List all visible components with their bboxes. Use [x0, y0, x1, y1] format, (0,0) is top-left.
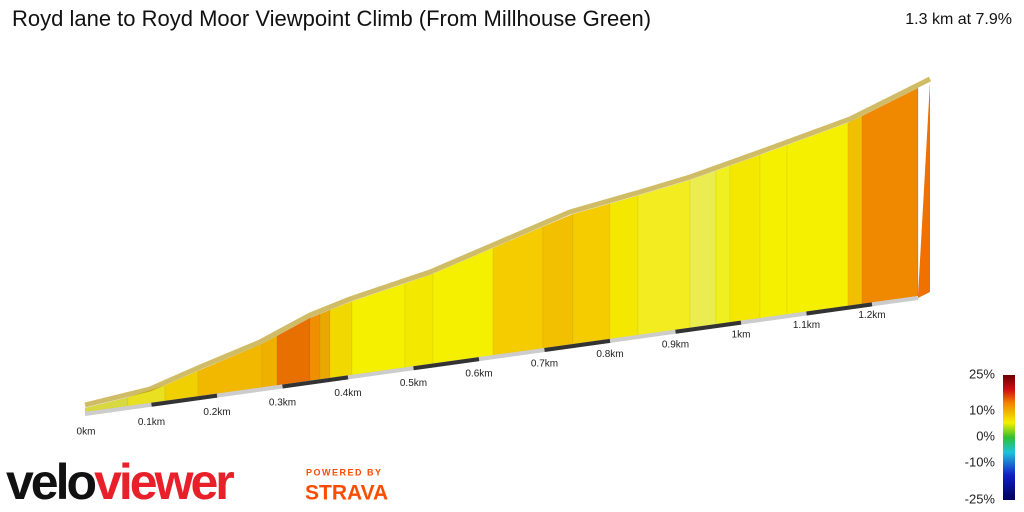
powered-by: POWERED BY: [306, 467, 383, 477]
profile-top-edge: [84, 76, 932, 408]
distance-label: 0.9km: [662, 339, 689, 350]
distance-label: 0.6km: [465, 368, 492, 379]
distance-label: 1km: [732, 330, 751, 341]
profile-segment: [759, 144, 788, 319]
legend-label: 25%: [969, 366, 995, 381]
distance-band: [675, 320, 742, 334]
profile-segment: [861, 87, 919, 305]
profile: [84, 76, 932, 416]
profile-segment: [319, 309, 331, 380]
distance-label: 1.2km: [858, 310, 885, 321]
distance-label: 0.8km: [596, 349, 623, 360]
profile-segment: [637, 179, 691, 336]
distance-band: [413, 357, 480, 371]
profile-segment: [542, 213, 574, 349]
profile-segment: [847, 115, 863, 307]
profile-segment: [729, 154, 761, 323]
profile-segment: [197, 343, 263, 397]
profile-segment: [715, 165, 731, 325]
profile-segment: [329, 300, 353, 379]
distance-label: 0.7km: [531, 359, 558, 370]
distance-label: 0km: [77, 427, 96, 438]
profile-segment: [609, 195, 639, 340]
profile-segment: [261, 335, 278, 388]
legend-label: -10%: [965, 454, 996, 469]
distance-band: [806, 302, 873, 316]
gradient-legend-bar: [1003, 375, 1015, 500]
legend: 25% 10% 0% -10% -25%: [965, 366, 996, 506]
ground-line: [84, 296, 919, 416]
legend-label: 0%: [976, 428, 995, 443]
profile-segment: [689, 170, 717, 329]
distance-label: 0.5km: [400, 378, 427, 389]
profile-segment: [309, 313, 321, 381]
summary: 1.3 km at 7.9%: [905, 11, 1012, 28]
distance-label: 0.3km: [269, 398, 296, 409]
legend-label: 10%: [969, 402, 995, 417]
distance-band: [544, 338, 611, 352]
profile-segment: [786, 122, 849, 315]
legend-label: -25%: [965, 491, 996, 506]
logo: veloviewer: [6, 454, 234, 510]
distance-labels: 0km 0.1km 0.2km 0.3km 0.4km 0.5km 0.6km 0.7km 0.…: [77, 302, 886, 438]
logo-viewer: viewer: [94, 454, 234, 510]
distance-label: 1.1km: [793, 320, 820, 331]
strava: STRAVA: [305, 482, 388, 505]
profile-end-face: [918, 82, 930, 298]
distance-band: [282, 375, 349, 389]
distance-label: 0.1km: [138, 417, 165, 428]
profile-segment: [492, 226, 544, 356]
profile-segment: [572, 203, 611, 345]
title: Royd lane to Royd Moor Viewpoint Climb (…: [12, 6, 651, 31]
distance-label: 0.2km: [203, 407, 230, 418]
distance-band: [151, 393, 218, 407]
profile-segment: [404, 273, 434, 368]
distance-label: 0.4km: [334, 388, 361, 399]
logo-velo: velo: [6, 454, 96, 510]
